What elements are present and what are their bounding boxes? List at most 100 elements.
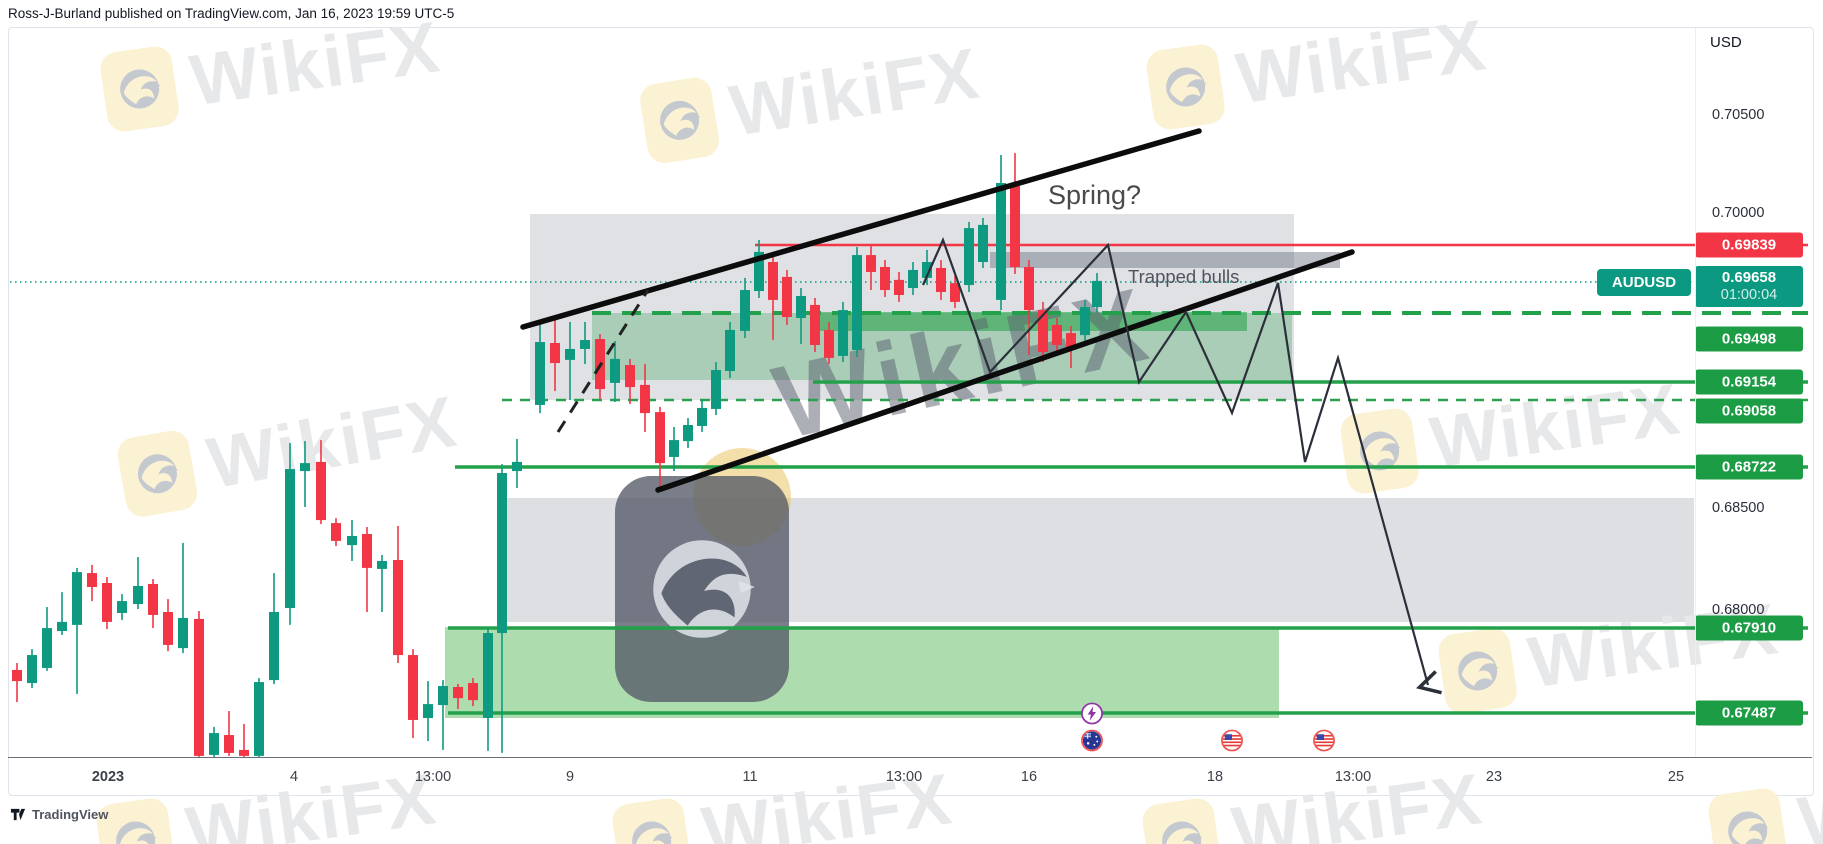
candle-down	[1052, 318, 1062, 352]
wikifx-watermark: WikiFX	[94, 759, 442, 844]
candle-up	[254, 678, 264, 757]
candle-up	[978, 217, 988, 268]
tradingview-glyph	[10, 808, 26, 821]
wikifx-eagle-badge-dark	[615, 476, 789, 702]
candle-down	[936, 260, 946, 300]
candle-down	[950, 275, 960, 309]
candle-down	[866, 245, 876, 291]
candle-down	[163, 599, 173, 652]
candle-up	[42, 607, 52, 671]
candle-down	[12, 662, 22, 703]
time-tick-label: 2023	[91, 769, 125, 785]
wikifx-watermark: WikiFX	[1144, 5, 1492, 132]
candle-up	[57, 592, 67, 636]
candle-up	[908, 262, 918, 295]
price-tick-label: 0.68000	[1712, 602, 1765, 618]
candle-down	[894, 271, 904, 302]
wikifx-logo-icon	[1706, 786, 1789, 844]
wikifx-watermark: WikiFX	[1436, 589, 1784, 716]
candle-up	[610, 341, 620, 402]
candle-up	[683, 418, 693, 449]
economic-event-icon[interactable]	[1313, 729, 1336, 757]
candle-down	[408, 649, 418, 739]
chart-frame	[8, 27, 1814, 796]
trendline[interactable]	[655, 249, 1355, 493]
wikifx-eagle-icon	[1458, 651, 1499, 691]
dashed-guide-line	[556, 289, 650, 433]
candle-up	[838, 301, 848, 363]
wikifx-eagle-icon	[1166, 67, 1207, 107]
candle-up	[133, 557, 143, 610]
candle-down	[148, 579, 158, 629]
candle-down	[224, 711, 234, 756]
candle-down	[640, 364, 650, 432]
wikifx-watermark: WikiFX	[98, 7, 446, 134]
wikifx-eagle-icon	[120, 69, 161, 109]
us-flag-icon	[1313, 729, 1335, 752]
wikifx-eagle-icon	[632, 821, 673, 844]
candle-up	[27, 649, 37, 689]
us-flag-icon	[1221, 729, 1243, 752]
candle-down	[1010, 153, 1020, 274]
economic-event-icon[interactable]	[1081, 729, 1104, 757]
last-price-badge: 0.69658 01:00:04	[1695, 266, 1803, 307]
candle-up	[347, 520, 357, 561]
candle-up	[1092, 272, 1102, 313]
candle-up	[922, 249, 932, 286]
candle-down	[1024, 260, 1034, 355]
wikifx-logo-icon	[1436, 626, 1519, 716]
candle-up	[178, 542, 188, 654]
time-axis-line	[8, 757, 1812, 758]
price-level-badge: 0.69498	[1695, 326, 1803, 352]
trapped-bulls-annotation: Trapped bulls	[1128, 266, 1240, 287]
wikifx-watermark: WikiFX	[637, 33, 985, 166]
candle-up	[438, 680, 448, 750]
wikifx-logo-icon	[637, 75, 722, 166]
spring-annotation: Spring?	[1048, 180, 1142, 210]
candle-up	[423, 681, 433, 742]
wikifx-watermark: WikiFX	[610, 759, 958, 844]
time-tick-label: 4	[289, 769, 299, 785]
wikifx-logo-icon	[1338, 406, 1421, 496]
wikifx-eagle-icon	[1728, 811, 1769, 844]
candle-up	[754, 239, 764, 298]
candle-down	[393, 526, 403, 663]
supply-demand-zone	[990, 252, 1340, 268]
price-level-badge: 0.67487	[1695, 700, 1803, 726]
candle-up	[209, 726, 219, 757]
time-tick-label: 25	[1667, 769, 1685, 785]
wikifx-eagle-icon	[116, 821, 157, 844]
candle-up	[796, 288, 806, 345]
wikifx-eagle-icon	[137, 454, 179, 494]
candle-down	[782, 269, 792, 325]
candle-up	[72, 567, 82, 694]
candle-down	[331, 518, 341, 547]
australia-flag-icon	[1081, 729, 1103, 752]
candle-up	[497, 464, 507, 753]
wikifx-watermark: WikiFX	[1706, 749, 1823, 844]
brand-name: TradingView	[32, 807, 109, 822]
wikifx-watermark: WikiFX	[1140, 759, 1488, 844]
candle-down	[655, 406, 665, 490]
supply-demand-zone	[445, 627, 1279, 718]
candle-down	[880, 260, 890, 297]
candle-down	[362, 527, 372, 612]
economic-event-icon[interactable]	[1221, 729, 1244, 757]
candle-up	[1080, 299, 1090, 343]
price-scale-separator	[1695, 28, 1696, 757]
candle-up	[711, 362, 721, 416]
candle-up	[996, 155, 1006, 311]
candle-down	[453, 684, 463, 710]
wikifx-logo-icon	[1140, 796, 1223, 844]
wikifx-eagle-icon	[1162, 821, 1203, 844]
price-level-badge: 0.69154	[1695, 369, 1803, 395]
candle-up	[669, 426, 679, 472]
economic-event-icon[interactable]	[1081, 702, 1104, 730]
candle-up	[964, 221, 974, 293]
trendline[interactable]	[520, 128, 1202, 330]
candle-up	[697, 399, 707, 432]
